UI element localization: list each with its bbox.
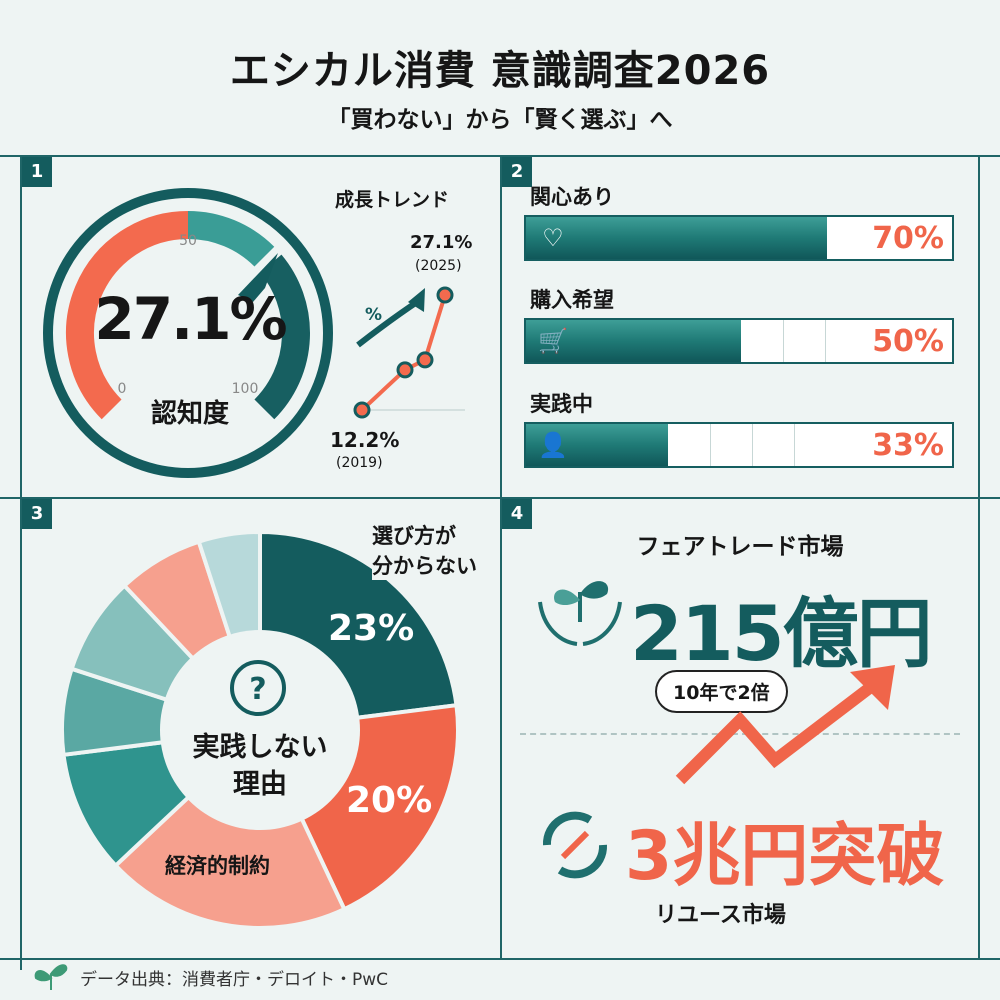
gauge-tick-0: 0 <box>118 381 127 397</box>
leaf-icon <box>34 964 68 990</box>
donut-label-23: 23% <box>328 608 415 649</box>
donut-label-econ: 経済的制約 <box>165 854 270 878</box>
gauge-segment-low <box>66 211 189 420</box>
panel-badge: 3 <box>22 499 52 529</box>
gauge-chart: 50 0 100 <box>43 188 333 478</box>
page-title: エシカル消費 意識調査2026 <box>229 48 771 94</box>
progress-fill <box>526 424 668 466</box>
page-subtitle: 「買わない」から「賢く選ぶ」へ <box>327 107 673 133</box>
trend-end-year: (2025) <box>415 258 462 274</box>
trend-title: 成長トレンド <box>335 189 450 211</box>
reuse-value: 3兆円突破 <box>625 817 945 896</box>
progress-bar: 👤 33% <box>524 422 954 468</box>
divider <box>978 155 980 958</box>
trend-arrowhead <box>408 288 425 312</box>
question-icon <box>230 660 286 716</box>
gauge-value: 27.1% <box>94 285 287 353</box>
fairtrade-value: 215億円 <box>630 589 933 678</box>
progress-bar: ♡ 70% <box>524 215 954 261</box>
person-leaf-icon: 👤 <box>538 431 568 459</box>
gauge-needle <box>238 253 278 302</box>
trend-chart: % <box>353 286 465 419</box>
gauge-segment-mid <box>187 211 275 267</box>
panel-badge: 1 <box>22 157 52 187</box>
cart-icon: 🛒 <box>538 327 568 355</box>
divider <box>0 958 1000 960</box>
trend-point <box>353 401 371 419</box>
reuse-label: リユース市場 <box>655 903 786 928</box>
bar-value: 50% <box>872 324 944 359</box>
growth-arrow-icon <box>675 665 895 785</box>
hands-plant-icon <box>538 581 622 646</box>
svg-text:?: ? <box>249 672 266 707</box>
top-reason-label-2: 分からない <box>372 550 477 580</box>
divider <box>20 155 22 970</box>
donut-center-label-2: 理由 <box>233 769 287 800</box>
panel-badge: 2 <box>502 157 532 187</box>
donut-label-20: 20% <box>346 780 433 821</box>
gauge-ring <box>43 188 333 478</box>
top-reason-label: 選び方が <box>372 524 456 548</box>
heart-icon: ♡ <box>542 224 564 252</box>
progress-fill <box>526 217 827 259</box>
trend-start-value: 12.2% <box>330 428 400 452</box>
trend-arrow-label: % <box>365 305 382 325</box>
fairtrade-label: フェアトレード市場 <box>636 534 844 560</box>
donut-hole <box>160 630 360 830</box>
progress-fill <box>526 320 741 362</box>
trend-point <box>436 286 454 304</box>
donut-chart: ? <box>60 530 460 930</box>
panel-badge: 4 <box>502 499 532 529</box>
bar-value: 70% <box>872 221 944 256</box>
trend-start-year: (2019) <box>336 455 383 471</box>
recycle-icon <box>542 811 608 879</box>
trend-point <box>396 361 414 379</box>
gauge-segment-high <box>254 254 310 420</box>
dashed-divider <box>520 733 960 735</box>
bar-value: 33% <box>872 428 944 463</box>
progress-bar: 🛒 50% <box>524 318 954 364</box>
trend-point <box>416 351 434 369</box>
trend-end-value: 27.1% <box>410 232 473 253</box>
donut-center-label: 実践しない <box>192 732 328 763</box>
growth-bubble: 10年で2倍 <box>655 670 788 713</box>
source-note: データ出典：消費者庁・デロイト・PwC <box>80 970 389 990</box>
trend-line <box>360 294 447 412</box>
divider <box>500 155 502 958</box>
bar-label: 実践中 <box>530 392 593 416</box>
gauge-tick-100: 100 <box>232 381 259 397</box>
bar-label: 購入希望 <box>530 288 614 312</box>
gauge-tick-50: 50 <box>179 233 197 249</box>
bar-label: 関心あり <box>530 185 614 209</box>
gauge-label: 認知度 <box>150 399 229 429</box>
